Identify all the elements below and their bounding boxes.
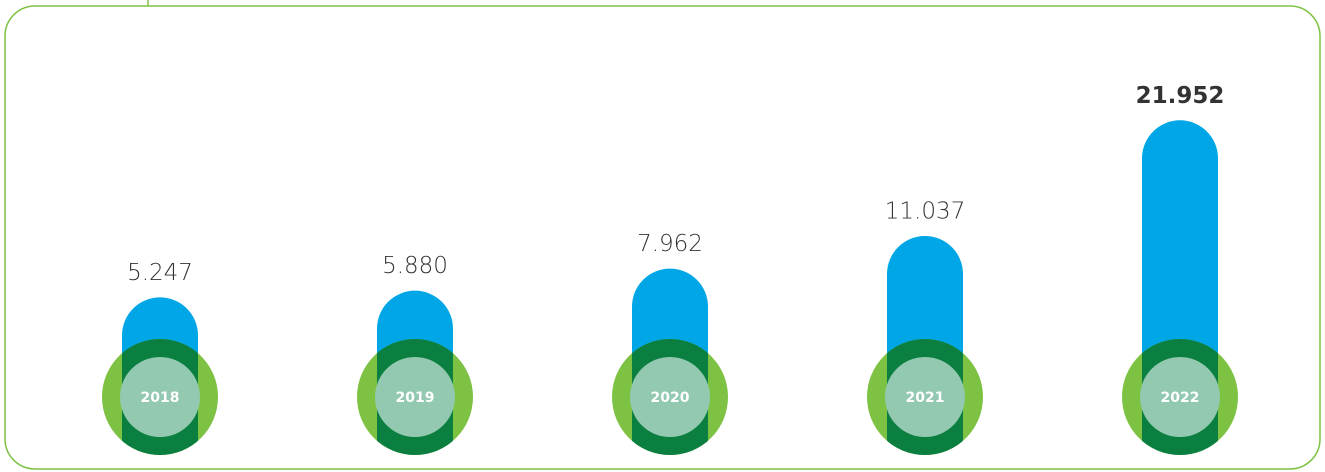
year-disc — [120, 357, 200, 437]
bar — [1142, 120, 1218, 397]
value-label: 21.952 — [1136, 83, 1225, 109]
year-disc — [1140, 357, 1220, 437]
year-disc — [375, 357, 455, 437]
year-label: 2021 — [906, 390, 945, 406]
value-label: 11.037 — [885, 199, 965, 225]
year-disc — [885, 357, 965, 437]
value-label: 5.880 — [382, 253, 448, 279]
value-label: 7.962 — [637, 231, 703, 257]
frame — [4, 5, 1321, 470]
year-label: 2020 — [651, 390, 690, 406]
year-label: 2022 — [1161, 390, 1200, 406]
year-label: 2019 — [396, 390, 435, 406]
value-label: 5.247 — [127, 260, 193, 286]
year-disc — [630, 357, 710, 437]
year-label: 2018 — [141, 390, 180, 406]
